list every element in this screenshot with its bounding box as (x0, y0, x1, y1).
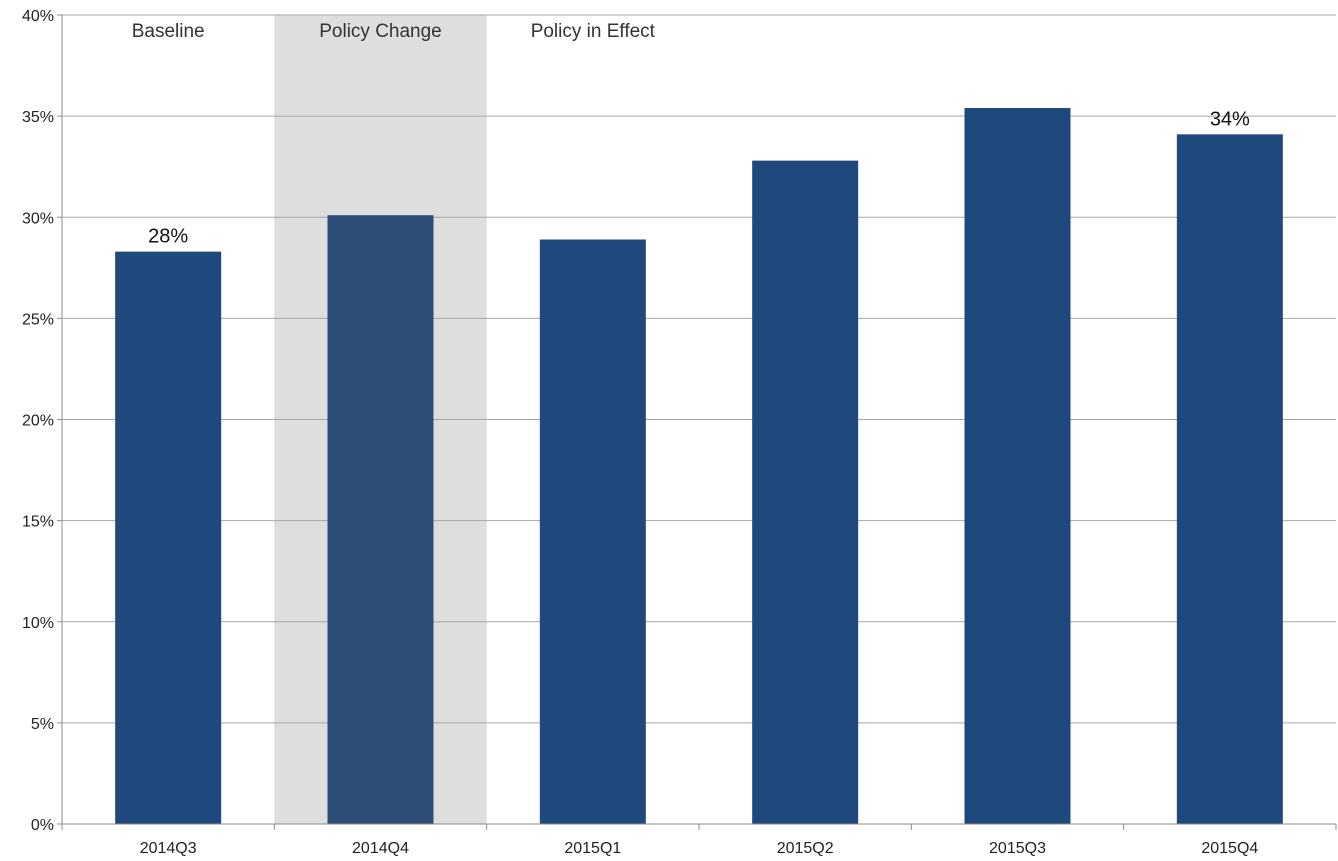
bar-2014Q3 (115, 251, 222, 824)
y-tick-label-1: 5% (31, 716, 54, 733)
bar-2015Q1 (539, 239, 646, 824)
y-tick-label-4: 20% (22, 413, 54, 430)
x-tick-label-2015Q2: 2015Q2 (777, 840, 834, 857)
x-tick-label-2015Q3: 2015Q3 (989, 840, 1046, 857)
y-tick-label-3: 15% (22, 514, 54, 531)
axes-layer (57, 14, 1337, 830)
x-tick-label-2014Q3: 2014Q3 (140, 840, 197, 857)
x-tick-label-2015Q4: 2015Q4 (1201, 840, 1258, 857)
bar-2015Q4 (1176, 134, 1283, 824)
phase-label-2: Policy in Effect (531, 21, 656, 42)
phase-label-0: Baseline (132, 21, 205, 42)
phase-label-1: Policy Change (319, 21, 442, 42)
bars-layer (115, 108, 1283, 825)
y-tick-label-6: 30% (22, 210, 54, 227)
y-tick-label-8: 40% (22, 8, 54, 25)
bar-2015Q2 (752, 160, 859, 824)
y-tick-label-2: 10% (22, 615, 54, 632)
x-tick-label-2015Q1: 2015Q1 (564, 840, 621, 857)
bar-2015Q3 (964, 108, 1071, 824)
data-label-2015Q4: 34% (1210, 108, 1250, 130)
data-label-2014Q3: 28% (148, 226, 188, 248)
gridlines-layer (62, 14, 1336, 724)
labels-layer: 0% 5% 10% 15% 20% 25% 30% 35% 40% 2014Q3 2014Q4 201… (22, 8, 1258, 857)
x-tick-label-2014Q4: 2014Q4 (352, 840, 409, 857)
y-tick-label-5: 25% (22, 311, 54, 328)
y-tick-label-7: 35% (22, 109, 54, 126)
bar-2014Q4 (327, 215, 434, 825)
y-tick-label-0: 0% (31, 817, 54, 834)
